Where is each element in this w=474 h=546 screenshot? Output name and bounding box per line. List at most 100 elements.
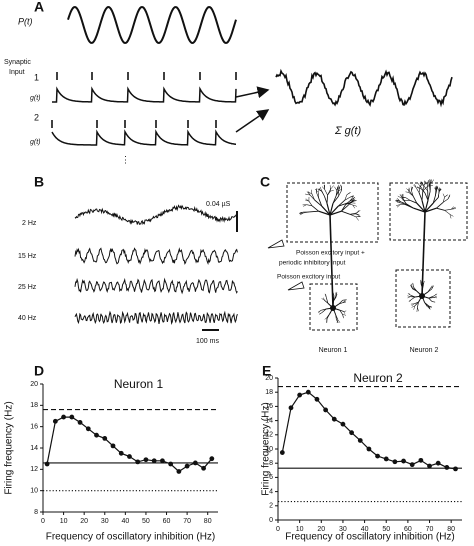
dendrite [429, 181, 432, 186]
data-point [184, 463, 190, 469]
data-point [168, 461, 174, 467]
data-point [427, 463, 432, 469]
dendrite [422, 281, 424, 285]
dendrite [305, 198, 310, 202]
dendrite [424, 180, 428, 185]
data-point [375, 453, 380, 459]
dendrite [305, 193, 311, 196]
dendrite [435, 190, 437, 196]
neuron-label: Neuron 2 [410, 347, 439, 354]
dendrite [424, 202, 434, 213]
x-axis-label: Frequency of oscillatory inhibition (Hz) [46, 532, 216, 543]
apical-trunk [329, 214, 334, 309]
dendrite [430, 179, 432, 185]
dendrite [429, 184, 431, 192]
dendrite [424, 192, 429, 201]
dendrite [407, 296, 411, 299]
dendrite [303, 211, 310, 214]
dendrite [397, 195, 403, 199]
ellipsis: ⋮ [121, 154, 130, 164]
y-axis-label: Firing frequency (Hz) [4, 401, 15, 494]
data-point [288, 405, 294, 411]
y-tick-label: 10 [265, 446, 273, 453]
dendrite [406, 203, 414, 209]
dendrite [420, 188, 426, 194]
dendrite [408, 299, 412, 302]
x-tick-label: 20 [80, 518, 88, 525]
data-point [118, 450, 124, 456]
data-point [209, 456, 215, 462]
y-tick-label: 18 [265, 389, 273, 396]
dendrite [326, 313, 330, 319]
dendrite [423, 185, 428, 192]
dendrite [322, 308, 327, 313]
dendrite [432, 197, 439, 204]
dendrite [340, 185, 342, 191]
data-point [44, 461, 50, 467]
dendrite [335, 190, 337, 196]
scale-label: 100 ms [196, 338, 219, 345]
dendrite [417, 183, 421, 188]
dendrite [308, 201, 313, 206]
dendrite [324, 300, 329, 304]
dendrite [430, 286, 434, 289]
dendrite [430, 285, 433, 289]
dendrite [330, 185, 334, 190]
dendrite [422, 185, 428, 192]
dendrite [411, 303, 415, 307]
dendrite [431, 301, 436, 303]
x-tick-label: 0 [41, 518, 45, 525]
y-tick-label: 20 [265, 375, 273, 382]
x-tick-label: 50 [142, 518, 150, 525]
dendrite [419, 185, 423, 190]
annotation: periodic inhibitory input [279, 260, 346, 267]
dendrite [416, 307, 418, 312]
dendrite [396, 200, 400, 202]
panel-label: D [34, 363, 44, 379]
dendrite [299, 212, 304, 216]
dendrite [395, 200, 400, 203]
dendrite [438, 189, 442, 193]
trace-label: g(t) [30, 139, 41, 146]
dendrite [326, 203, 331, 216]
dendrite [408, 187, 410, 192]
data-line [281, 391, 456, 470]
data-point [349, 430, 354, 436]
dendrite [355, 216, 359, 221]
dendrite [323, 184, 325, 190]
panel-label: E [262, 363, 271, 379]
dendrite [410, 294, 416, 298]
dendrite [346, 192, 351, 195]
dendrite [407, 295, 411, 297]
dendrite [321, 191, 325, 197]
dendrite [396, 204, 401, 206]
electrode [267, 239, 285, 249]
input-index: 1 [34, 72, 39, 82]
dendrite [318, 310, 322, 313]
data-point [366, 446, 372, 452]
data-point [340, 421, 346, 427]
dendrite [327, 189, 331, 196]
data-point [192, 460, 198, 466]
dendrite [434, 187, 437, 191]
x-tick-label: 10 [296, 526, 304, 533]
region-box [389, 182, 468, 241]
dendrite [414, 301, 419, 307]
dendrite [443, 198, 449, 203]
dendrite [417, 307, 419, 312]
dendrite [318, 188, 322, 192]
data-point [143, 457, 149, 463]
dendrite [330, 190, 334, 192]
dendrite [413, 184, 417, 189]
data-point [85, 426, 91, 432]
data-point [409, 462, 415, 468]
x-axis-label: Frequency of oscillatory inhibition (Hz) [285, 532, 455, 543]
data-point [383, 456, 389, 462]
dendrite [412, 282, 414, 288]
x-tick-label: 50 [382, 526, 390, 533]
dendrite [407, 293, 411, 296]
data-point [110, 443, 116, 449]
dendrite [318, 210, 331, 216]
conductance-trace [74, 204, 238, 226]
dendrite [333, 296, 337, 302]
